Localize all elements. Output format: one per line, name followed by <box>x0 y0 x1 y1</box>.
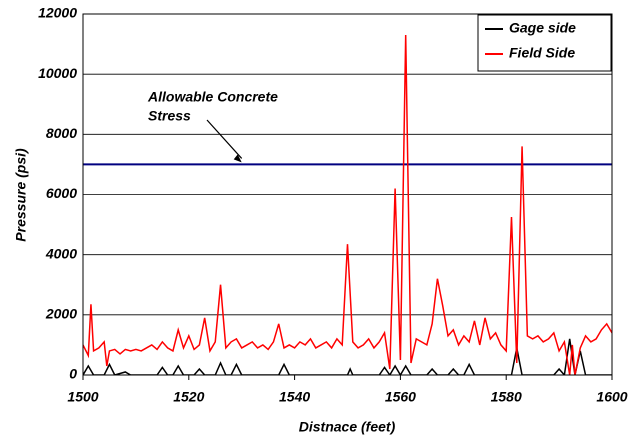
x-tick-label: 1580 <box>491 389 522 405</box>
legend-label: Field Side <box>509 45 575 61</box>
y-tick-label: 8000 <box>46 125 77 141</box>
annotation-arrowhead <box>233 154 242 163</box>
y-tick-label: 0 <box>69 366 77 382</box>
series-line <box>83 338 612 375</box>
legend-label: Gage side <box>509 20 576 36</box>
x-tick-label: 1500 <box>67 389 98 405</box>
x-tick-label: 1600 <box>596 389 627 405</box>
x-tick-label: 1540 <box>279 389 310 405</box>
y-tick-label: 12000 <box>38 5 77 21</box>
y-tick-label: 2000 <box>45 306 77 322</box>
plot-lines <box>83 35 612 375</box>
y-tick-label: 10000 <box>38 65 77 81</box>
y-tick-label: 4000 <box>45 245 77 261</box>
legend-box <box>477 14 612 72</box>
annotation-text: Allowable Concrete <box>147 89 278 105</box>
annotation-text: Stress <box>148 108 191 124</box>
series-line <box>83 35 612 375</box>
x-tick-label: 1520 <box>173 389 204 405</box>
annotation-arrow <box>206 119 243 159</box>
x-axis-label: Distnace (feet) <box>299 419 396 435</box>
x-tick-label: 1560 <box>385 389 416 405</box>
y-axis-label: Pressure (psi) <box>13 148 29 242</box>
plot-frame <box>82 13 613 376</box>
y-tick-label: 6000 <box>46 185 77 201</box>
